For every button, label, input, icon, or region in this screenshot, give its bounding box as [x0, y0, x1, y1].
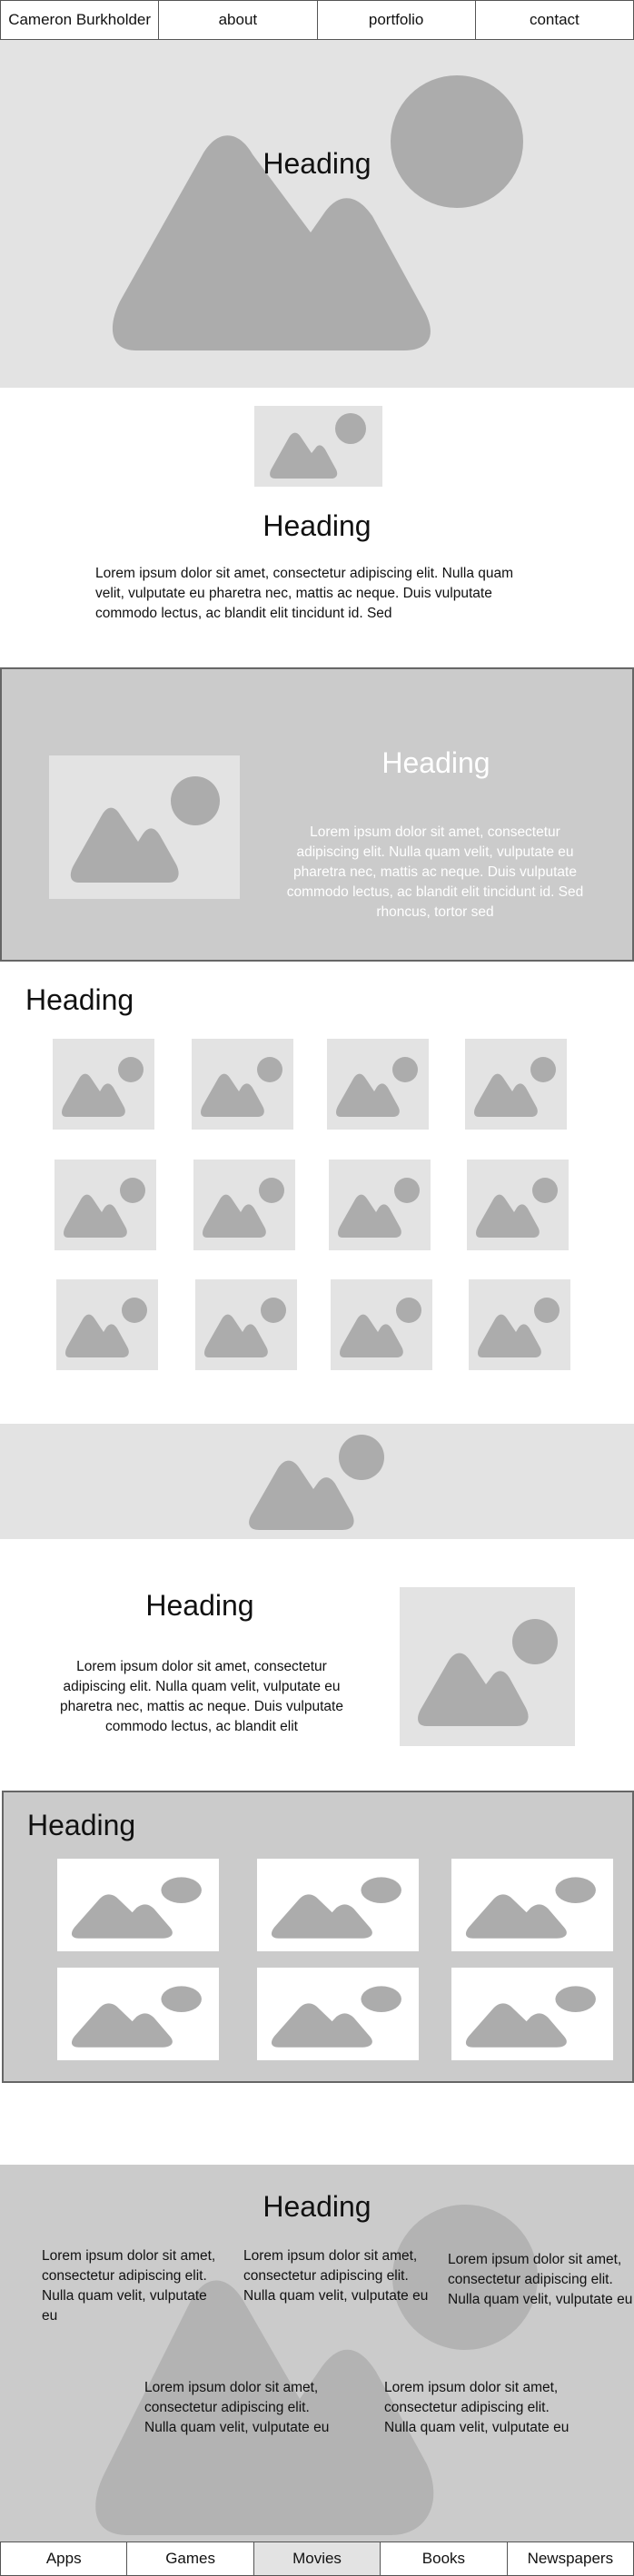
- feature-heading: Heading: [381, 746, 490, 779]
- image-placeholder-icon: [340, 1298, 421, 1357]
- gallery-item-10[interactable]: [195, 1279, 297, 1370]
- gallery-item-1[interactable]: [53, 1039, 154, 1130]
- gallery-item-6[interactable]: [193, 1160, 295, 1250]
- gallery-item-11[interactable]: [331, 1279, 432, 1370]
- hero-heading: Heading: [263, 147, 371, 180]
- image-placeholder-icon: [65, 1298, 147, 1357]
- split-text: Lorem ipsum dolor sit amet, consectetur …: [60, 1659, 343, 1734]
- column-text-1: Lorem ipsum dolor sit amet, consectetur …: [42, 2248, 216, 2324]
- bottom-nav-movies[interactable]: Movies: [253, 2542, 381, 2575]
- column-text-3: Lorem ipsum dolor sit amet, consectetur …: [448, 2252, 633, 2307]
- image-placeholder-icon: [71, 1986, 202, 2048]
- intro-text: Lorem ipsum dolor sit amet, consectetur …: [95, 566, 514, 621]
- image-placeholder-icon: [271, 1877, 401, 1939]
- top-nav: Cameron Burkholder about portfolio conta…: [0, 0, 634, 40]
- intro-heading: Heading: [263, 509, 371, 542]
- column-text-5: Lorem ipsum dolor sit amet, consectetur …: [384, 2380, 570, 2435]
- nav-item-contact[interactable]: contact: [529, 11, 580, 28]
- columns-background-image: [0, 2165, 634, 2541]
- gallery-heading: Heading: [25, 983, 134, 1016]
- gallery-item-9[interactable]: [56, 1279, 158, 1370]
- panel-grid-item-2[interactable]: [257, 1859, 419, 1951]
- column-text-2: Lorem ipsum dolor sit amet, consectetur …: [243, 2248, 429, 2304]
- panel-grid-item-3[interactable]: [451, 1859, 613, 1951]
- image-placeholder-icon: [478, 1298, 560, 1357]
- gallery-item-7[interactable]: [329, 1160, 431, 1250]
- panel-grid-item-6[interactable]: [451, 1968, 613, 2060]
- panel-grid-item-1[interactable]: [57, 1859, 219, 1951]
- gallery-item-8[interactable]: [467, 1160, 569, 1250]
- image-placeholder-icon: [64, 1178, 145, 1238]
- image-placeholder-icon: [203, 1178, 284, 1238]
- feature-image-placeholder: [49, 755, 240, 899]
- image-placeholder-icon: [270, 413, 366, 479]
- bottom-nav-newspapers[interactable]: Newspapers: [527, 2550, 614, 2567]
- gallery-item-12[interactable]: [469, 1279, 570, 1370]
- image-placeholder-icon: [71, 1877, 202, 1939]
- image-placeholder-icon: [70, 776, 220, 883]
- hero-image-placeholder: [0, 40, 634, 388]
- image-placeholder-icon: [62, 1057, 144, 1117]
- grid-panel-heading: Heading: [27, 1809, 136, 1841]
- columns-heading: Heading: [263, 2190, 371, 2223]
- image-placeholder-icon: [201, 1057, 282, 1117]
- gallery-item-3[interactable]: [327, 1039, 429, 1130]
- image-placeholder-icon: [474, 1057, 556, 1117]
- image-placeholder-icon: [418, 1619, 558, 1726]
- nav-item-portfolio[interactable]: portfolio: [318, 1, 476, 39]
- nav-item-home[interactable]: Cameron Burkholder: [1, 1, 160, 39]
- image-placeholder-icon: [465, 1986, 596, 2048]
- image-placeholder-icon: [204, 1298, 286, 1357]
- image-placeholder-icon: [112, 75, 523, 350]
- panel-grid-item-4[interactable]: [57, 1968, 219, 2060]
- split-image-placeholder: [400, 1587, 575, 1746]
- intro-image-placeholder: [254, 406, 382, 487]
- bottom-nav-apps[interactable]: Apps: [1, 2542, 128, 2575]
- image-placeholder-icon: [271, 1986, 401, 2048]
- image-placeholder-icon: [95, 2205, 538, 2535]
- banner-image-placeholder: [0, 1424, 634, 1539]
- image-placeholder-icon: [476, 1178, 558, 1238]
- column-text-4: Lorem ipsum dolor sit amet, consectetur …: [144, 2380, 330, 2435]
- gallery-item-5[interactable]: [54, 1160, 156, 1250]
- image-placeholder-icon: [338, 1178, 420, 1238]
- feature-text-clip: Lorem ipsum dolor sit amet, consectetur …: [282, 823, 589, 921]
- split-heading: Heading: [145, 1589, 254, 1622]
- bottom-nav: Apps Games Movies Books Newspapers: [0, 2541, 634, 2576]
- bottom-nav-games[interactable]: Games: [127, 2542, 254, 2575]
- image-placeholder-icon: [465, 1877, 596, 1939]
- image-placeholder-icon: [249, 1435, 384, 1530]
- gallery-item-4[interactable]: [465, 1039, 567, 1130]
- panel-grid-item-5[interactable]: [257, 1968, 419, 2060]
- nav-item-about[interactable]: about: [159, 1, 318, 39]
- image-placeholder-icon: [336, 1057, 418, 1117]
- gallery-item-2[interactable]: [192, 1039, 293, 1130]
- feature-text: Lorem ipsum dolor sit amet, consectetur …: [286, 824, 584, 920]
- bottom-nav-books[interactable]: Books: [381, 2542, 508, 2575]
